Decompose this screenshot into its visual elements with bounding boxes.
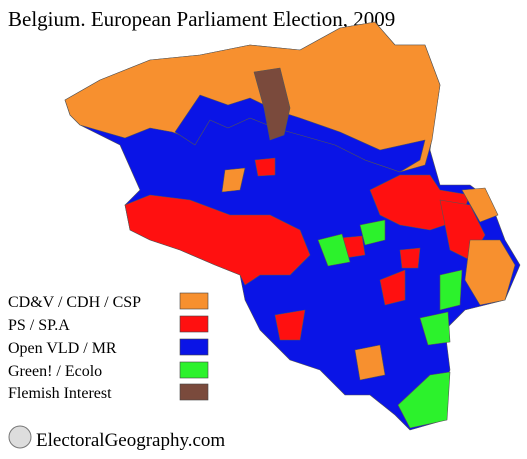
logo xyxy=(8,425,32,449)
footer: ElectoralGeography.com xyxy=(8,425,225,451)
region xyxy=(397,371,451,429)
legend: CD&V / CDH / CSP PS / SP.A Open VLD / MR… xyxy=(8,292,209,402)
region xyxy=(254,157,276,177)
region xyxy=(399,247,421,269)
legend-label: Green! / Ecolo xyxy=(8,363,102,380)
region xyxy=(461,187,499,223)
legend-swatch xyxy=(179,292,209,310)
region xyxy=(253,67,291,141)
region xyxy=(174,94,426,173)
map xyxy=(64,21,521,431)
region xyxy=(354,344,386,381)
legend-swatch xyxy=(179,338,209,356)
region xyxy=(124,194,311,286)
region xyxy=(274,309,306,341)
region xyxy=(221,167,246,193)
region xyxy=(439,269,463,311)
legend-label: PS / SP.A xyxy=(8,317,70,334)
region xyxy=(359,219,386,246)
legend-label: Flemish Interest xyxy=(8,385,112,402)
legend-swatch xyxy=(179,315,209,333)
footer-text: ElectoralGeography.com xyxy=(36,430,225,451)
region xyxy=(317,233,351,267)
legend-swatch xyxy=(179,383,209,401)
legend-label: Open VLD / MR xyxy=(8,340,117,357)
title: Belgium. European Parliament Election, 2… xyxy=(8,7,395,31)
region xyxy=(419,311,451,346)
legend-swatch xyxy=(179,361,209,379)
region xyxy=(464,239,516,306)
legend-label: CD&V / CDH / CSP xyxy=(8,294,141,311)
region xyxy=(379,269,406,306)
